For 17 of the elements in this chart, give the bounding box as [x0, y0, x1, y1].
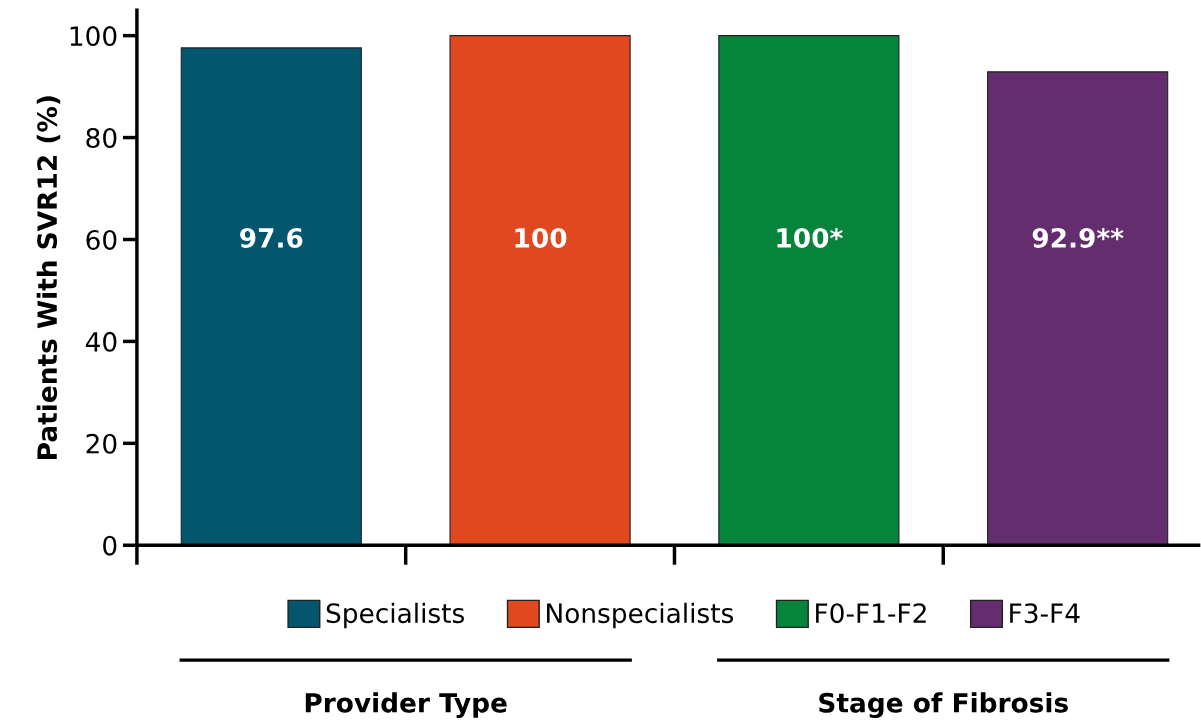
y-tick-label: 20: [86, 433, 117, 454]
y-tick-label: 80: [86, 128, 117, 148]
legend-label: F3-F4: [1010, 603, 1080, 624]
data-label: 97.6: [240, 227, 303, 248]
y-tick-label: 100: [70, 26, 117, 47]
y-axis-title: Patients With SVR12 (%): [36, 96, 61, 459]
y-tick-label: 40: [85, 331, 117, 352]
y-tick-label: 60: [86, 229, 117, 250]
text: Stage of Fibrosis: [819, 692, 1068, 719]
y-tick-label: 0: [103, 535, 117, 556]
data-label: 100: [515, 227, 567, 248]
data-label: 100*: [777, 227, 843, 248]
text: Provider Type: [305, 692, 507, 719]
legend-label: Nonspecialists: [547, 602, 734, 629]
legend-label: Specialists: [326, 602, 464, 629]
legend-label: F0-F1-F2: [816, 603, 926, 624]
data-label: 92.9**: [1032, 227, 1124, 248]
